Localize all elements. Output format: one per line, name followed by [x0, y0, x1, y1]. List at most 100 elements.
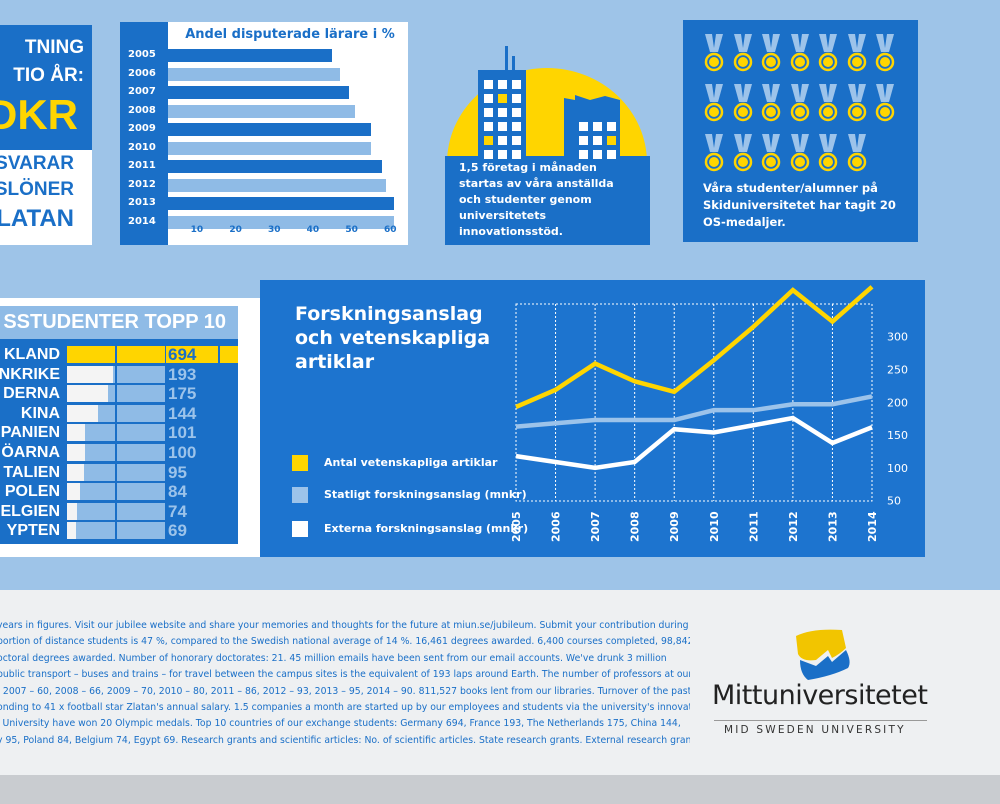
bar-year-label: 2005 [128, 49, 156, 60]
table-bar [67, 424, 86, 442]
zlatan-line: TIO ÅR: [13, 65, 84, 86]
table-country: NKRIKE [0, 365, 60, 383]
zlatan-line: LATAN [0, 205, 74, 232]
logo-mark-icon [796, 629, 850, 680]
table-country: POLEN [4, 483, 60, 501]
medal-icon [704, 84, 724, 124]
x-tick-label: 2011 [747, 511, 760, 542]
bar [168, 104, 356, 118]
medal-icon [790, 34, 810, 74]
medal-icon [733, 34, 753, 74]
bar-x-tick: 10 [190, 225, 204, 235]
legend-item: Externa forskningsanslag (mnkr) [292, 520, 528, 538]
table-row: DERNA 175 [0, 384, 238, 403]
footer-text-line: y 95, Poland 84, Belgium 74, Egypt 69. R… [0, 734, 690, 746]
bar-year-label: 2014 [128, 215, 156, 227]
table-row: ELGIEN 74 [0, 502, 238, 521]
logo-name: Mittuniversitetet [712, 680, 928, 711]
table-row: KINA 144 [0, 404, 238, 423]
building-text: och studenter genom [459, 193, 592, 206]
poster: TNING TIO ÅR: DKR TSVARAR SLÖNER LATAN A… [0, 0, 1000, 775]
x-tick-label: 2008 [629, 511, 642, 542]
medal-text: OS-medaljer. [703, 215, 786, 229]
logo-subtitle: MID SWEDEN UNIVERSITY [724, 724, 906, 736]
medal-icon [761, 134, 781, 174]
bar-x-tick: 60 [384, 225, 397, 235]
table-country: DERNA [3, 385, 60, 403]
table-country: PANIEN [0, 424, 60, 442]
medal-icon [847, 134, 867, 174]
logo: Mittuniversitetet MID SWEDEN UNIVERSITY [712, 626, 932, 746]
footer-text-line: public transport – buses and trains – fo… [0, 669, 690, 681]
medal-text: Våra studenter/alumner på [703, 181, 878, 195]
footer: years in figures. Visit our jubilee webs… [0, 590, 1000, 775]
series-line-1 [515, 394, 873, 429]
bar [168, 160, 383, 173]
bar-year-label: 2013 [128, 197, 156, 208]
bar-x-tick: 30 [268, 225, 281, 235]
table-country: ÖARNA [1, 444, 60, 461]
table-value: 74 [168, 501, 187, 521]
x-tick-label: 2012 [787, 511, 800, 542]
legend-label: Antal vetenskapliga artiklar [324, 456, 498, 469]
medal-icon [818, 134, 838, 174]
bar [168, 197, 394, 210]
bar-year-label: 2006 [128, 67, 156, 79]
bar [168, 141, 371, 155]
table-country: KLAND [4, 346, 60, 363]
y-tick-label: 250 [887, 364, 908, 377]
building-text: startas av våra anställda [459, 177, 614, 190]
zlatan-line: TSVARAR [0, 153, 74, 174]
medal-icon [733, 134, 753, 174]
footer-text-line: i University have won 20 Olympic medals.… [0, 718, 681, 730]
table-bar [67, 522, 76, 540]
legend-swatch [292, 521, 308, 537]
grid-frame [515, 303, 873, 502]
y-tick-label: 300 [887, 331, 908, 344]
medal-icon [733, 84, 753, 124]
legend-swatch [292, 487, 308, 503]
bar-x-tick: 20 [229, 225, 242, 235]
bar-chart-panel: Andel disputerade lärare i % 2005 2006 200… [120, 22, 408, 245]
table-row: PANIEN 101 [0, 423, 238, 442]
table-value: 69 [168, 521, 187, 541]
y-tick-label: 50 [887, 495, 901, 508]
bar-x-tick: 50 [345, 225, 358, 235]
building-text: 1,5 företag i månaden [459, 161, 597, 174]
footer-text-line: octoral degrees awarded. Number of honor… [0, 652, 667, 664]
buildings-icon [445, 46, 650, 245]
footer-text-line: years in figures. Visit our jubilee webs… [0, 620, 690, 631]
table-value: 193 [168, 364, 197, 384]
bar [168, 67, 340, 81]
building-text: universitetets innovationsstöd. [459, 209, 563, 238]
legend-item: Statligt forskningsanslag (mnkr) [292, 486, 527, 504]
bar-chart-title: Andel disputerade lärare i % [185, 27, 395, 42]
medal-icon [847, 84, 867, 124]
legend-label: Statligt forskningsanslag (mnkr) [324, 488, 527, 501]
bar [168, 178, 387, 192]
bar [168, 123, 371, 136]
medal-icon [761, 84, 781, 124]
medal-text: Skiduniversitetet har tagit 20 [703, 198, 896, 212]
bar-year-label: 2012 [128, 178, 156, 190]
legend-label: Externa forskningsanslag (mnkr) [324, 522, 529, 535]
table-country: ELGIEN [0, 502, 60, 520]
zlatan-line: SLÖNER [0, 179, 74, 200]
table-value: 694 [168, 345, 197, 364]
bar-year-label: 2010 [128, 141, 156, 153]
building-panel: 1,5 företag i månaden startas av våra an… [445, 38, 650, 245]
medal-icon [875, 34, 895, 74]
table-value: 100 [168, 443, 197, 462]
line-chart-title: Forskningsanslag [295, 303, 483, 325]
table-bar [67, 365, 113, 383]
table-row: YPTEN 69 [0, 521, 238, 540]
exchange-students-table: SSTUDENTER TOPP 10 KLAND 694 NKRIKE 193 DERN… [0, 298, 262, 557]
medal-icon [875, 84, 895, 124]
medal-icon [704, 34, 724, 74]
table-bar [67, 404, 99, 422]
x-tick-label: 2010 [708, 511, 721, 542]
medal-icon [761, 34, 781, 74]
y-tick-label: 150 [887, 429, 908, 442]
line-chart-title: och vetenskapliga [295, 327, 491, 349]
footer-text-line: portion of distance students is 47 %, co… [0, 636, 690, 648]
